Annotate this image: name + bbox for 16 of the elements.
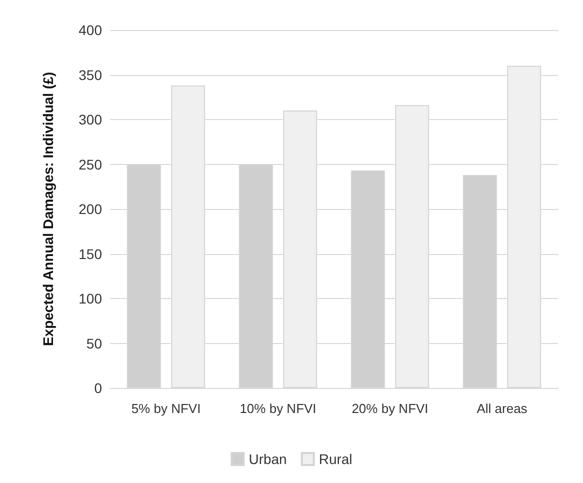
legend-label: Rural [318,451,352,467]
y-tick-label: 100 [78,290,102,306]
x-tick-label: 10% by NFVI [240,401,316,416]
y-tick-label: 150 [78,246,102,262]
y-tick-label: 50 [86,335,102,352]
y-tick-label: 200 [78,201,102,217]
y-tick-label: 350 [78,66,102,83]
y-tick-label: 250 [78,156,102,172]
x-tick-label: 20% by NFVI [352,401,428,416]
y-tick-label: 400 [78,22,102,38]
x-tick-label: All areas [476,401,528,416]
y-axis-title: Expected Annual Damages: Individual (£) [40,72,56,346]
y-tick-label: 0 [94,380,102,396]
legend-label: Urban [248,451,287,467]
x-tick-label: 5% by NFVI [131,401,201,416]
y-tick-label: 300 [78,112,102,128]
